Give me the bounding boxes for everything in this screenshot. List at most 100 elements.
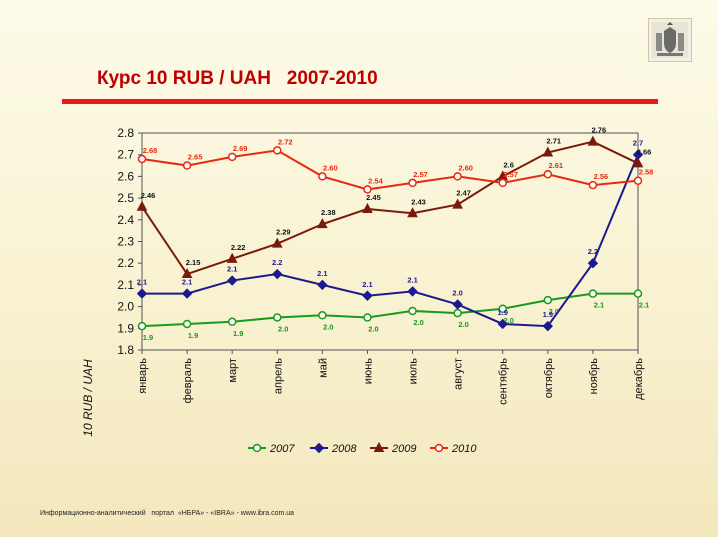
- data-point-2010: [363, 185, 372, 194]
- x-tick-label: февраль: [182, 358, 194, 404]
- data-point-2008: [272, 268, 283, 280]
- data-point-2008: [226, 275, 238, 286]
- data-point-2007: [273, 313, 282, 322]
- data-label-2009: 2.38: [321, 208, 336, 217]
- legend-marker-2010: [434, 443, 444, 453]
- data-point-2010: [408, 178, 417, 188]
- y-axis-title: 10 RUB / UAH: [81, 359, 95, 437]
- data-point-2007: [588, 289, 598, 298]
- legend-label-2007: 2007: [269, 443, 295, 455]
- x-tick-label: октябрь: [543, 358, 555, 398]
- data-label-2007: 2.0: [323, 322, 333, 331]
- data-point-2009: [632, 157, 644, 168]
- data-label-2010: 2.57: [503, 170, 518, 179]
- data-point-2008: [136, 288, 148, 299]
- data-point-2009: [587, 135, 599, 146]
- legend-label-2008: 2008: [331, 443, 357, 455]
- data-label-2009: 2.76: [592, 126, 607, 135]
- data-label-2009: 2.47: [456, 189, 471, 198]
- data-label-2009: 2.15: [186, 258, 201, 267]
- data-point-2010: [453, 172, 462, 181]
- data-label-2008: 2.2: [588, 247, 598, 256]
- data-label-2009: 2.29: [276, 228, 291, 237]
- y-tick-label: 2.7: [117, 148, 134, 162]
- data-point-2007: [227, 317, 237, 327]
- data-label-2008: 2.0: [452, 288, 462, 297]
- x-tick-label: декабрь: [633, 358, 645, 400]
- data-label-2010: 2.60: [458, 163, 473, 172]
- data-point-2008: [497, 318, 508, 330]
- x-tick-label: январь: [137, 358, 149, 394]
- data-label-2008: 2.1: [227, 265, 237, 274]
- legend-label-2009: 2009: [391, 443, 416, 455]
- data-label-2010: 2.60: [323, 163, 338, 172]
- data-label-2007: 2.1: [639, 301, 649, 310]
- data-point-2009: [271, 237, 283, 248]
- footer-text: Информационно-аналитический портал «НБРА…: [40, 510, 295, 517]
- x-tick-label: апрель: [272, 358, 284, 394]
- data-label-2009: 2.22: [231, 243, 246, 252]
- y-tick-label: 2.0: [117, 300, 134, 314]
- y-tick-label: 2.4: [117, 213, 134, 227]
- data-point-2010: [137, 154, 147, 164]
- y-tick-label: 2.3: [117, 235, 134, 249]
- data-label-2007: 2.1: [594, 301, 604, 310]
- y-tick-label: 1.8: [117, 343, 134, 357]
- x-tick-label: ноябрь: [588, 358, 600, 395]
- data-label-2009: 2.66: [637, 147, 652, 156]
- series-line-2010: [141, 149, 639, 191]
- data-point-2007: [453, 308, 462, 318]
- data-label-2010: 2.56: [594, 172, 609, 181]
- data-label-2008: 2.1: [137, 278, 147, 287]
- data-label-2010: 2.72: [278, 137, 293, 146]
- data-point-2009: [317, 218, 328, 229]
- data-label-2010: 2.61: [549, 161, 564, 170]
- data-point-2010: [588, 180, 598, 190]
- x-tick-label: июль: [408, 358, 420, 385]
- page-title: Курс 10 RUB / UAH 2007-2010: [97, 68, 378, 89]
- legend-label-2010: 2010: [451, 443, 477, 455]
- coat-of-arms-icon: [648, 18, 692, 62]
- data-label-2008: 1.9: [498, 308, 508, 317]
- data-label-2008: 2.1: [182, 278, 192, 287]
- data-point-2009: [181, 267, 193, 279]
- data-point-2007: [543, 295, 553, 305]
- data-point-2008: [587, 257, 599, 269]
- data-point-2008: [181, 288, 193, 299]
- y-tick-label: 2.6: [117, 169, 134, 183]
- data-point-2008: [542, 320, 554, 332]
- data-label-2007: 1.9: [188, 331, 198, 340]
- data-point-2009: [542, 146, 554, 157]
- x-tick-label: март: [227, 358, 239, 383]
- data-label-2010: 2.69: [233, 144, 248, 153]
- data-point-2008: [362, 290, 373, 301]
- data-point-2007: [137, 321, 147, 331]
- series-line-2009: [141, 140, 639, 276]
- data-point-2008: [407, 286, 418, 297]
- series-line-2008: [142, 154, 639, 328]
- data-label-2007: 2.0: [368, 324, 378, 333]
- y-tick-label: 2.2: [117, 256, 134, 270]
- data-point-2009: [407, 207, 418, 218]
- data-point-2009: [452, 198, 463, 209]
- data-label-2009: 2.6: [504, 160, 514, 169]
- x-tick-label: май: [317, 358, 329, 378]
- data-label-2008: 1.9: [543, 310, 553, 319]
- legend-marker-2009: [373, 441, 385, 452]
- y-tick-label: 2.5: [117, 191, 134, 205]
- data-label-2008: 2.2: [272, 258, 282, 267]
- data-label-2007: 2.0: [549, 307, 559, 316]
- title-underline: [62, 99, 658, 104]
- data-label-2008: 2.1: [317, 269, 327, 278]
- x-tick-label: август: [453, 358, 465, 390]
- data-point-2010: [182, 161, 192, 170]
- data-point-2007: [633, 289, 643, 298]
- legend-marker-2008: [313, 442, 325, 454]
- data-label-2010: 2.54: [368, 176, 383, 185]
- data-point-2007: [363, 313, 372, 322]
- data-point-2010: [273, 146, 282, 155]
- data-point-2008: [452, 299, 463, 310]
- data-label-2007: 2.0: [278, 324, 288, 333]
- y-tick-label: 2.1: [117, 278, 134, 292]
